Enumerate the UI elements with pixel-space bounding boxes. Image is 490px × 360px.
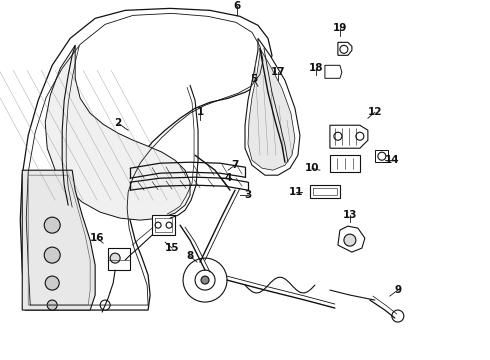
Polygon shape [22,170,95,310]
Text: 5: 5 [250,74,258,84]
Text: 7: 7 [231,160,239,170]
Circle shape [344,234,356,246]
Circle shape [110,253,120,263]
Polygon shape [338,226,365,252]
Text: 15: 15 [165,243,179,253]
Circle shape [392,310,404,322]
Circle shape [334,132,342,140]
Polygon shape [375,150,388,162]
Text: 18: 18 [309,63,323,73]
Polygon shape [108,248,130,270]
Text: 10: 10 [305,163,319,173]
Circle shape [183,258,227,302]
Polygon shape [325,65,342,78]
Circle shape [44,217,60,233]
Polygon shape [245,38,300,175]
Text: 3: 3 [245,190,252,200]
Circle shape [45,276,59,290]
Circle shape [356,132,364,140]
Polygon shape [338,42,352,55]
Polygon shape [330,125,368,148]
Circle shape [100,300,110,310]
Text: 14: 14 [385,155,399,165]
Polygon shape [310,185,340,198]
Circle shape [155,222,161,228]
Text: 19: 19 [333,23,347,33]
Circle shape [201,276,209,284]
Polygon shape [45,45,190,220]
Polygon shape [20,8,272,310]
Text: 9: 9 [394,285,401,295]
Circle shape [47,300,57,310]
Circle shape [195,270,215,290]
Circle shape [378,152,386,160]
Text: 17: 17 [270,67,285,77]
Text: 6: 6 [233,1,241,12]
Text: 16: 16 [90,233,104,243]
Text: 12: 12 [368,107,382,117]
Text: 2: 2 [115,118,122,128]
Text: 4: 4 [224,173,232,183]
Polygon shape [248,48,295,170]
Text: 13: 13 [343,210,357,220]
Polygon shape [152,215,175,235]
Circle shape [44,247,60,263]
Circle shape [166,222,172,228]
Text: 1: 1 [196,107,204,117]
Circle shape [340,45,348,53]
Text: 8: 8 [186,251,194,261]
Text: 11: 11 [289,187,303,197]
Polygon shape [330,155,360,172]
